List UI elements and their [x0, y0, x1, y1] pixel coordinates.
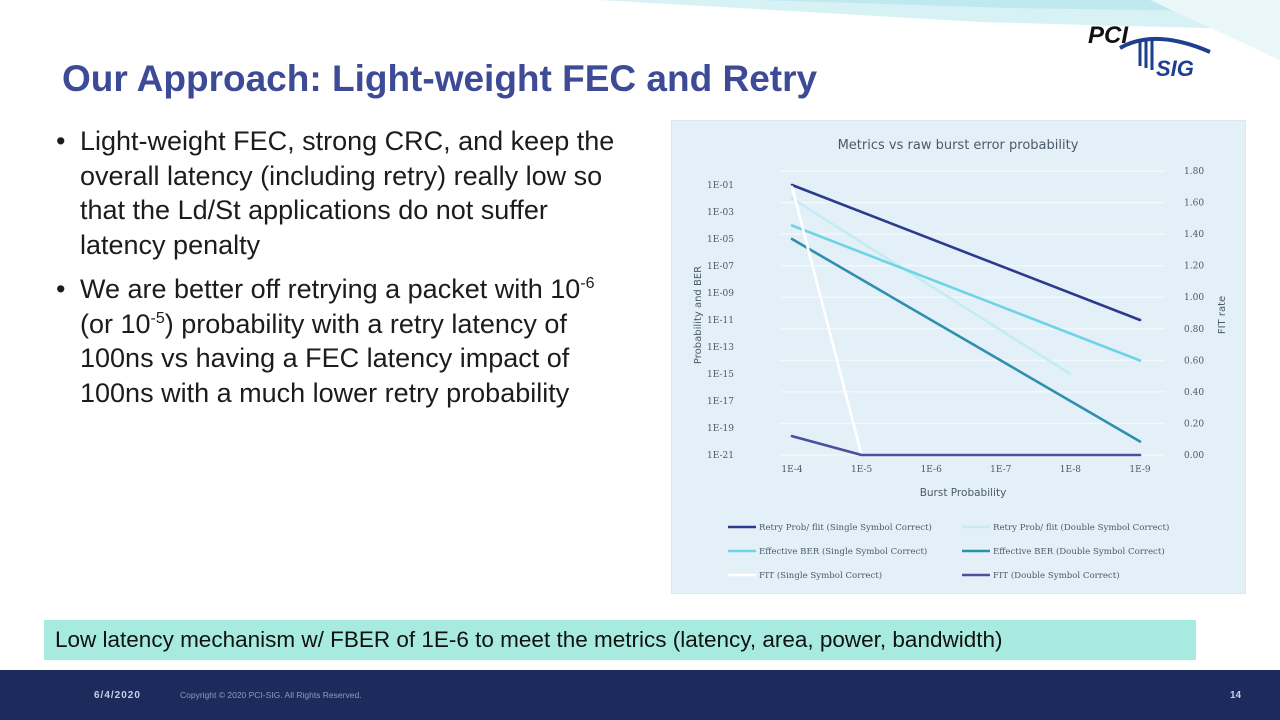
chart-title: Metrics vs raw burst error probability	[838, 138, 1079, 153]
y-right-tick-label: 1.80	[1184, 167, 1204, 177]
metrics-chart: Metrics vs raw burst error probability B…	[693, 138, 1228, 581]
x-tick-label: 1E-5	[851, 465, 873, 475]
legend-label: FIT (Double Symbol Correct)	[993, 570, 1120, 581]
y-right-tick-label: 1.20	[1184, 262, 1204, 272]
y-left-tick-label: 1E-07	[707, 262, 734, 272]
footer-bar: 6/4/2020 Copyright © 2020 PCI-SIG. All R…	[0, 670, 1280, 720]
y-left-tick-label: 1E-19	[707, 424, 734, 434]
callout-text: Low latency mechanism w/ FBER of 1E-6 to…	[55, 627, 1003, 652]
y-right-tick-label: 1.60	[1184, 199, 1204, 209]
y-left-tick-label: 1E-17	[707, 397, 734, 407]
bullet-text-part: ) probability with a retry latency of 10…	[80, 308, 570, 408]
bullet-text-part: We are better off retrying a packet with…	[80, 274, 581, 304]
bullet-exponent: -5	[150, 309, 165, 327]
x-tick-label: 1E-6	[921, 465, 943, 475]
bullet-item: We are better off retrying a packet with…	[56, 272, 616, 410]
bullet-text-part: (or 10	[80, 308, 151, 339]
legend-label: FIT (Single Symbol Correct)	[759, 570, 882, 581]
y-left-tick-label: 1E-13	[707, 343, 734, 353]
bullet-item: Light-weight FEC, strong CRC, and keep t…	[56, 124, 616, 262]
y-right-tick-label: 0.00	[1184, 451, 1204, 461]
series-line-2	[790, 197, 1072, 376]
y-left-tick-label: 1E-15	[707, 370, 734, 380]
y-left-tick-label: 1E-11	[707, 316, 734, 326]
legend-label: Retry Prob/ flit (Double Symbol Correct)	[993, 522, 1169, 533]
y-right-tick-label: 0.60	[1184, 356, 1204, 366]
series-line-1	[790, 183, 1142, 322]
logo-text-pci: PCI	[1088, 22, 1129, 49]
x-axis-label: Burst Probability	[920, 487, 1007, 499]
y-right-tick-label: 0.80	[1184, 325, 1204, 335]
y-left-tick-label: 1E-21	[707, 451, 734, 461]
legend-label: Effective BER (Single Symbol Correct)	[759, 546, 927, 557]
y-left-tick-label: 1E-05	[707, 235, 734, 245]
series-line-4	[790, 237, 1142, 443]
y-right-tick-label: 1.00	[1184, 293, 1204, 303]
y-right-tick-label: 0.40	[1184, 388, 1204, 398]
y-left-tick-label: 1E-03	[707, 208, 734, 218]
series-line-6	[790, 434, 1142, 457]
y-axis-right-label: FIT rate	[1217, 296, 1228, 334]
y-right-tick-label: 1.40	[1184, 230, 1204, 240]
x-tick-label: 1E-4	[781, 465, 803, 475]
x-tick-label: 1E-9	[1129, 465, 1151, 475]
series-line-3	[790, 224, 1142, 362]
x-tick-label: 1E-8	[1060, 465, 1082, 475]
chart-panel: Metrics vs raw burst error probability B…	[671, 120, 1246, 594]
legend-label: Effective BER (Double Symbol Correct)	[993, 546, 1165, 557]
logo-text-sig: SIG	[1156, 56, 1194, 81]
footer-date: 6/4/2020	[94, 690, 141, 701]
series-line-5	[790, 185, 1142, 457]
y-left-tick-label: 1E-09	[707, 289, 734, 299]
y-axis-left-label: Probability and BER	[693, 266, 704, 364]
y-left-tick-label: 1E-01	[707, 181, 734, 191]
slide-title: Our Approach: Light-weight FEC and Retry	[62, 58, 818, 99]
header-decoration	[600, 0, 1280, 60]
legend-label: Retry Prob/ flit (Single Symbol Correct)	[759, 522, 932, 533]
footer-copyright: Copyright © 2020 PCI-SIG. All Rights Res…	[180, 690, 362, 700]
bullet-exponent: -6	[580, 275, 595, 292]
x-tick-label: 1E-7	[990, 465, 1012, 475]
bullet-list: Light-weight FEC, strong CRC, and keep t…	[56, 124, 616, 420]
page-number: 14	[1230, 690, 1242, 701]
pci-sig-logo: PCI SIG	[1080, 18, 1230, 88]
bullet-text: Light-weight FEC, strong CRC, and keep t…	[80, 126, 615, 260]
y-right-tick-label: 0.20	[1184, 419, 1204, 429]
callout-banner: Low latency mechanism w/ FBER of 1E-6 to…	[44, 620, 1196, 660]
